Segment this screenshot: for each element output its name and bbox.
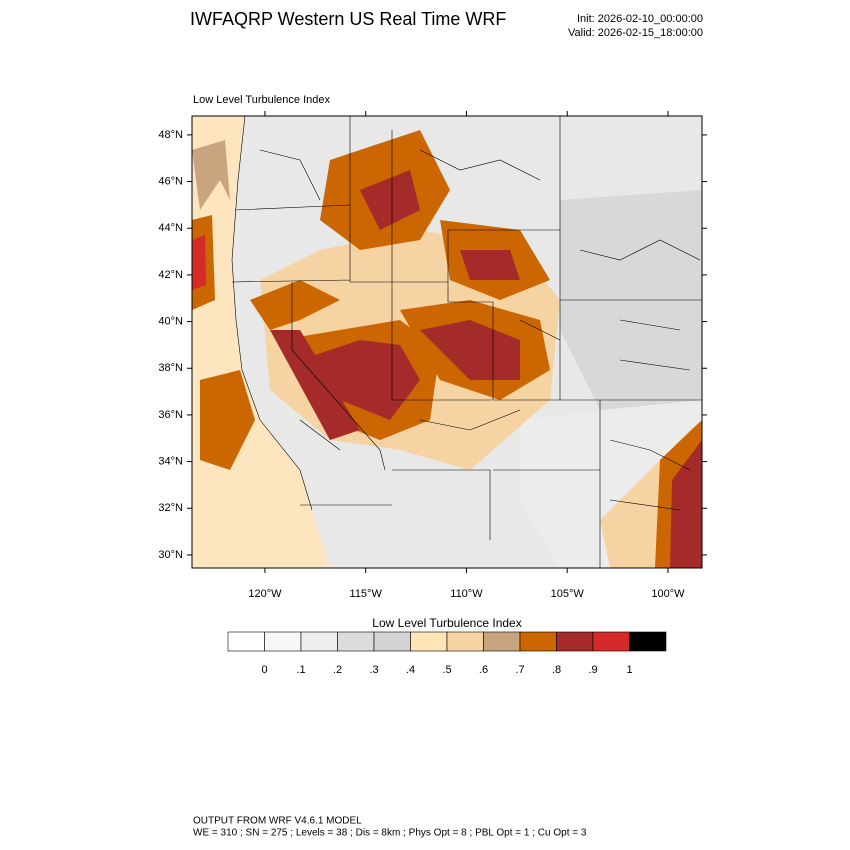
- colorbar-label: .8: [552, 664, 561, 676]
- title: IWFAQRP Western US Real Time WRF: [190, 9, 506, 29]
- y-tick-label: 36°N: [158, 409, 183, 421]
- x-tick-label: 105°W: [551, 588, 585, 600]
- colorbar-label: .5: [442, 664, 451, 676]
- colorbar-box: [483, 631, 521, 652]
- colorbar-box: [629, 631, 667, 652]
- init-time: Init: 2026-02-10_00:00:00: [577, 13, 703, 25]
- colorbar-box: [300, 631, 338, 652]
- x-tick-label: 115°W: [350, 588, 383, 600]
- colorbar-label: .6: [479, 664, 488, 676]
- y-tick-label: 48°N: [158, 129, 183, 141]
- y-tick-label: 44°N: [158, 222, 183, 234]
- colorbar-label: .7: [515, 664, 524, 676]
- y-tick-label: 32°N: [158, 502, 183, 514]
- valid-time: Valid: 2026-02-15_18:00:00: [568, 27, 703, 39]
- y-tick-label: 34°N: [158, 455, 183, 467]
- map-subtitle: Low Level Turbulence Index: [193, 94, 330, 106]
- colorbar-box: [337, 631, 375, 652]
- y-tick-label: 30°N: [158, 549, 183, 561]
- colorbar-box: [410, 631, 448, 652]
- x-tick-label: 120°W: [248, 588, 282, 600]
- map-frame: [191, 115, 703, 569]
- colorbar-title: Low Level Turbulence Index: [372, 616, 521, 630]
- x-tick-label: 110°W: [450, 588, 483, 600]
- colorbar-label: .2: [333, 664, 342, 676]
- y-tick-label: 38°N: [158, 362, 183, 374]
- colorbar-label: 0: [261, 664, 267, 676]
- footer-line: OUTPUT FROM WRF V4.6.1 MODEL: [193, 816, 362, 827]
- colorbar-label: .1: [296, 664, 305, 676]
- colorbar-label: 1: [626, 664, 632, 676]
- colorbar-box: [373, 631, 411, 652]
- footer-line: WE = 310 ; SN = 275 ; Levels = 38 ; Dis …: [193, 828, 587, 839]
- colorbar-box: [519, 631, 557, 652]
- colorbar-label: .9: [588, 664, 597, 676]
- colorbar-box: [264, 631, 302, 652]
- colorbar-label: .3: [369, 664, 378, 676]
- y-tick-label: 46°N: [158, 175, 183, 187]
- colorbar-box: [446, 631, 484, 652]
- colorbar-label: .4: [406, 664, 415, 676]
- y-tick-label: 42°N: [158, 269, 183, 281]
- map-field: [192, 116, 702, 568]
- y-tick-label: 40°N: [158, 315, 183, 327]
- colorbar-box: [556, 631, 594, 652]
- colorbar-box: [592, 631, 630, 652]
- colorbar-box: [227, 631, 265, 652]
- x-tick-label: 100°W: [651, 588, 685, 600]
